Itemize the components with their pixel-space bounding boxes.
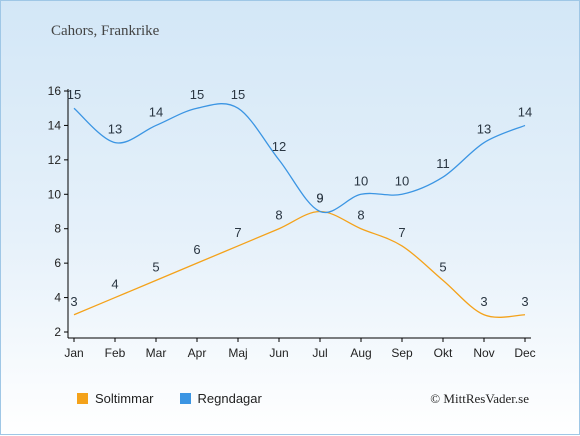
data-label-soltimmar: 5 — [152, 259, 159, 274]
data-label-regndagar: 13 — [477, 122, 491, 137]
x-tick-label: Jan — [64, 346, 83, 360]
data-label-soltimmar: 7 — [234, 225, 241, 240]
series-line-soltimmar — [73, 210, 526, 318]
y-tick-label: 12 — [48, 153, 62, 167]
y-tick-label: 4 — [54, 291, 61, 305]
data-label-soltimmar: 9 — [316, 191, 323, 206]
x-tick-label: Jun — [269, 346, 288, 360]
chart-title: Cahors, Frankrike — [51, 23, 160, 39]
data-label-regndagar: 15 — [231, 87, 245, 102]
legend-label-regndagar: Regndagar — [197, 391, 262, 406]
data-label-regndagar: 13 — [108, 122, 122, 137]
legend-item-soltimmar: Soltimmar — [77, 391, 154, 406]
data-label-regndagar: 15 — [67, 87, 81, 102]
data-label-soltimmar: 3 — [521, 294, 528, 309]
data-label-soltimmar: 3 — [70, 294, 77, 309]
x-tick-label: Jul — [312, 346, 327, 360]
data-label-soltimmar: 4 — [111, 277, 118, 292]
legend-swatch-regndagar — [179, 393, 191, 404]
data-label-soltimmar: 6 — [193, 242, 200, 257]
legend-label-soltimmar: Soltimmar — [95, 391, 154, 406]
data-label-regndagar: 12 — [272, 139, 286, 154]
series-line-regndagar — [73, 103, 526, 214]
data-label-soltimmar: 7 — [398, 225, 405, 240]
y-tick-label: 14 — [48, 118, 62, 132]
data-label-regndagar: 9 — [316, 191, 323, 206]
data-label-soltimmar: 8 — [275, 208, 282, 223]
legend-item-regndagar: Regndagar — [179, 391, 262, 406]
y-tick-label: 16 — [48, 84, 62, 98]
data-label-regndagar: 15 — [190, 87, 204, 102]
legend: Soltimmar Regndagar — [77, 391, 288, 406]
legend-swatch-soltimmar — [77, 393, 88, 404]
data-label-regndagar: 14 — [149, 104, 163, 119]
y-tick-label: 10 — [48, 187, 62, 201]
data-label-regndagar: 11 — [436, 156, 450, 171]
x-tick-label: Apr — [188, 346, 207, 360]
data-label-regndagar: 14 — [518, 104, 532, 119]
data-label-soltimmar: 5 — [439, 259, 446, 274]
x-tick-label: Aug — [350, 346, 371, 360]
x-tick-label: Maj — [228, 346, 247, 360]
y-tick-label: 6 — [54, 256, 61, 270]
data-label-regndagar: 10 — [395, 173, 409, 188]
x-tick-label: Nov — [473, 346, 494, 360]
x-tick-label: Okt — [434, 346, 453, 360]
x-tick-label: Sep — [391, 346, 413, 360]
x-tick-label: Feb — [105, 346, 126, 360]
x-tick-label: Dec — [514, 346, 535, 360]
y-tick-label: 2 — [54, 325, 61, 339]
data-label-soltimmar: 3 — [480, 294, 487, 309]
data-label-soltimmar: 8 — [357, 208, 364, 223]
y-tick-label: 8 — [54, 222, 61, 236]
axes: 2 4 6 8 10 12 14 16 Jan Feb Mar Apr Maj Jun Jul Aug Sep O… — [48, 84, 536, 360]
data-label-regndagar: 10 — [354, 173, 368, 188]
series-layer — [73, 103, 526, 318]
x-tick-label: Mar — [146, 346, 167, 360]
copyright: © MittResVader.se — [430, 391, 529, 406]
